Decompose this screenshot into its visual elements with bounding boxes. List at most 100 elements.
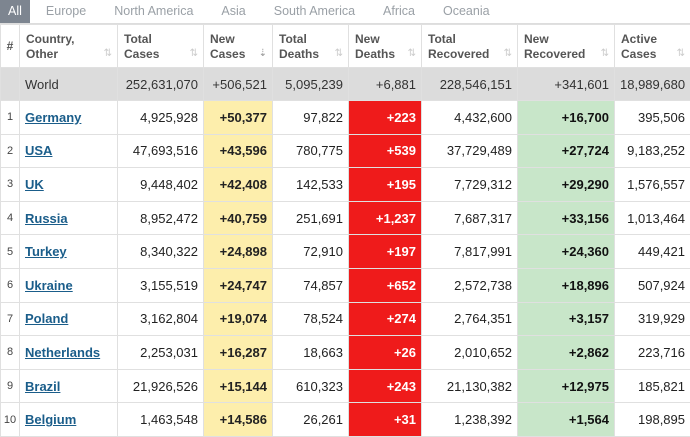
sort-icon[interactable]: ⇅ [104,48,112,59]
country-cell: Netherlands [20,336,118,370]
tab-all[interactable]: All [0,0,30,23]
country-link[interactable]: Germany [25,110,81,125]
rank-cell: 1 [1,101,20,135]
tab-asia[interactable]: Asia [211,0,255,23]
country-cell: Brazil [20,369,118,403]
total-deaths-cell: 18,663 [273,336,349,370]
new-cases-cell: +14,586 [204,403,273,437]
col-header-label: Active [621,32,686,47]
new-deaths-cell: +539 [349,134,422,168]
total-deaths-cell: 5,095,239 [273,68,349,101]
country-link[interactable]: Turkey [25,244,67,259]
new-deaths-cell: +223 [349,101,422,135]
total-cases-cell: 8,340,322 [118,235,204,269]
new-cases-cell: +506,521 [204,68,273,101]
new-recovered-cell: +12,975 [518,369,615,403]
active-cases-cell: 18,989,680 [615,68,690,101]
total-recovered-cell: 4,432,600 [422,101,518,135]
new-deaths-cell: +197 [349,235,422,269]
col-header-label: Country, [26,32,113,47]
rank-cell: 10 [1,403,20,437]
new-recovered-cell: +27,724 [518,134,615,168]
rank-cell: 3 [1,168,20,202]
total-recovered-cell: 21,130,382 [422,369,518,403]
tab-oceania[interactable]: Oceania [433,0,500,23]
new-deaths-cell: +26 [349,336,422,370]
country-cell: Turkey [20,235,118,269]
new-recovered-cell: +29,290 [518,168,615,202]
total-cases-cell: 21,926,526 [118,369,204,403]
total-cases-cell: 9,448,402 [118,168,204,202]
new-cases-cell: +15,144 [204,369,273,403]
total-recovered-cell: 2,010,652 [422,336,518,370]
total-deaths-cell: 74,857 [273,268,349,302]
new-recovered-cell: +33,156 [518,201,615,235]
country-cell: World [20,68,118,101]
rank-cell: 5 [1,235,20,269]
new-cases-cell: +24,747 [204,268,273,302]
total-recovered-cell: 2,572,738 [422,268,518,302]
total-recovered-cell: 1,238,392 [422,403,518,437]
total-cases-cell: 3,155,519 [118,268,204,302]
new-cases-cell: +42,408 [204,168,273,202]
country-link[interactable]: Netherlands [25,345,100,360]
country-link[interactable]: USA [25,143,52,158]
col-header-label: Total [279,32,344,47]
tab-south-america[interactable]: South America [264,0,365,23]
total-deaths-cell: 72,910 [273,235,349,269]
country-cell: Germany [20,101,118,135]
sort-icon[interactable]: ⇅ [408,48,416,59]
country-link[interactable]: Ukraine [25,278,73,293]
sort-icon[interactable]: ⇅ [335,48,343,59]
sort-icon[interactable]: ⇅ [190,48,198,59]
new-deaths-cell: +243 [349,369,422,403]
country-link[interactable]: Belgium [25,412,76,427]
col-header-label: Total [428,32,513,47]
active-cases-cell: 319,929 [615,302,690,336]
active-cases-cell: 1,576,557 [615,168,690,202]
total-cases-cell: 2,253,031 [118,336,204,370]
country-cell: Russia [20,201,118,235]
total-recovered-cell: 7,729,312 [422,168,518,202]
tab-africa[interactable]: Africa [373,0,425,23]
col-header-country[interactable]: Country,Other⇅ [20,25,118,68]
sort-icon[interactable]: ⇅ [601,48,609,59]
country-cell: Ukraine [20,268,118,302]
total-cases-cell: 47,693,516 [118,134,204,168]
new-recovered-cell: +341,601 [518,68,615,101]
new-recovered-cell: +24,360 [518,235,615,269]
country-link[interactable]: Russia [25,211,68,226]
sort-icon[interactable]: ⇅ [504,48,512,59]
active-cases-cell: 198,895 [615,403,690,437]
new-recovered-cell: +2,862 [518,336,615,370]
tab-north-america[interactable]: North America [104,0,203,23]
sort-desc-icon[interactable]: ⇣ [259,48,267,59]
country-link[interactable]: Poland [25,311,68,326]
country-link[interactable]: UK [25,177,44,192]
rank-cell: 2 [1,134,20,168]
new-deaths-cell: +195 [349,168,422,202]
new-deaths-cell: +1,237 [349,201,422,235]
country-cell: USA [20,134,118,168]
rank-cell: 9 [1,369,20,403]
country-link[interactable]: Brazil [25,379,60,394]
sort-icon[interactable]: ⇅ [677,48,685,59]
active-cases-cell: 507,924 [615,268,690,302]
tab-europe[interactable]: Europe [36,0,96,23]
col-header-rank: # [1,25,20,68]
col-header-label: New [210,32,268,47]
total-deaths-cell: 78,524 [273,302,349,336]
